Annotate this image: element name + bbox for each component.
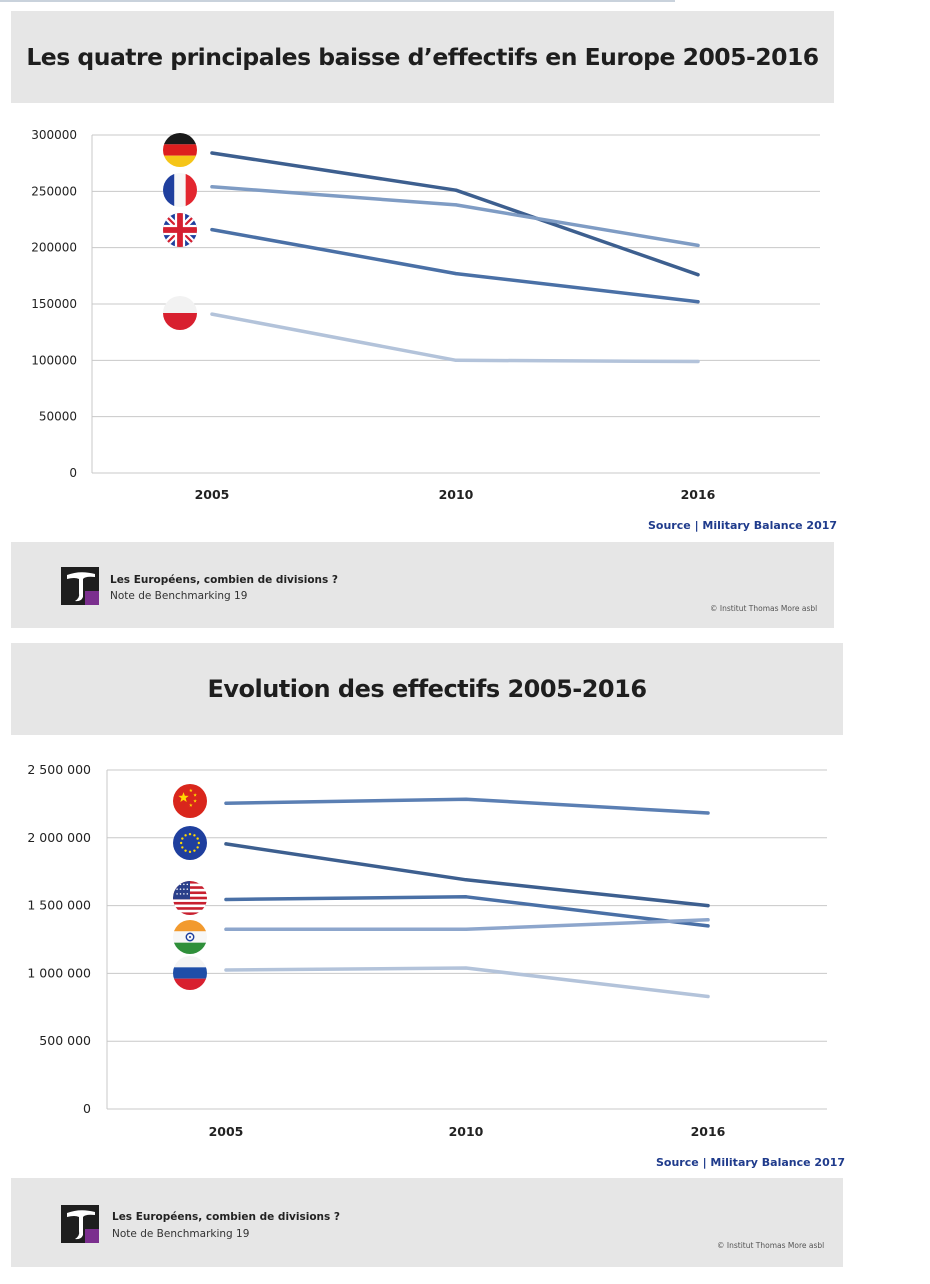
- chart-1-y-tick-label: 100000: [31, 353, 77, 367]
- chart-1-y-tick-label: 50000: [39, 410, 77, 424]
- chart-2-data-point: [224, 897, 228, 902]
- chart-1-data-point: [210, 228, 214, 232]
- chart-1-data-point: [696, 273, 700, 277]
- chart-1-footer: Les Européens, combien de divisions ? No…: [11, 542, 834, 628]
- chart-1-source-text: Military Balance 2017: [702, 519, 838, 532]
- chart-2-footer-subtitle: Note de Benchmarking 19: [112, 1228, 250, 1240]
- chart-2-svg: 0 500 000 1 000 000 1 500 000 2 000 000 2 500…: [27, 762, 827, 1139]
- chart-2-y-tick-label: 2 500 000: [27, 762, 91, 777]
- poland-flag-icon: [163, 296, 197, 330]
- chart-1-data-point: [454, 203, 458, 207]
- chart-1-x-tick-label: 2010: [439, 487, 474, 502]
- chart-1-series-line-uk: [210, 227, 700, 304]
- chart-1-title: Les quatre principales baisse d’effectif…: [26, 43, 819, 71]
- chart-1-data-point: [454, 271, 458, 276]
- chart-2-data-point: [706, 811, 710, 815]
- germany-flag-icon: [163, 133, 197, 167]
- chart-1-footer-title: Les Européens, combien de divisions ?: [110, 574, 339, 586]
- chart-2-series-line-china: [224, 797, 710, 815]
- chart-2-series-line-russia: [224, 966, 710, 999]
- chart-2-title: Evolution des effectifs 2005-2016: [207, 675, 647, 703]
- chart-2-y-tick-label: 1 500 000: [27, 898, 91, 913]
- chart-2-data-point: [464, 878, 468, 882]
- chart-2-data-point: [706, 904, 710, 908]
- chart-2-y-tick-label: 2 000 000: [27, 830, 91, 845]
- france-flag-icon: [163, 173, 197, 207]
- chart-1-data-point: [696, 243, 700, 248]
- chart-1-source: Source | Military Balance 2017: [648, 519, 837, 532]
- chart-1-y-tick-label: 0: [69, 466, 77, 480]
- chart-2-data-point: [706, 924, 710, 928]
- chart-2-title-band: Evolution des effectifs 2005-2016: [11, 643, 843, 735]
- chart-2-y-tick-label: 500 000: [39, 1033, 91, 1048]
- china-flag-icon: [173, 784, 207, 818]
- chart-2-y-tick-label: 0: [83, 1101, 91, 1116]
- chart-2-data-point: [706, 994, 710, 999]
- chart-2-x-tick-label: 2005: [209, 1124, 244, 1139]
- chart-1-copyright: © Institut Thomas More asbl: [710, 604, 818, 613]
- chart-2-series-line-india: [224, 918, 710, 932]
- chart-2-y-tick-label: 1 000 000: [27, 965, 91, 980]
- uk-flag-icon: [163, 213, 197, 247]
- chart-1-data-point: [696, 359, 700, 364]
- chart-1-x-tick-label: 2016: [681, 487, 716, 502]
- chart-1-x-tick-label: 2005: [195, 487, 230, 502]
- chart-1-svg: 0 50000 100000 150000 200000 250000 300000 2005…: [31, 128, 820, 502]
- institut-thomas-more-logo-icon: [61, 1205, 99, 1243]
- eu-flag-icon: [173, 826, 207, 860]
- chart-2-source-text: Military Balance 2017: [710, 1156, 846, 1169]
- chart-2-data-point: [464, 797, 468, 801]
- chart-2-source: Source | Military Balance 2017: [656, 1156, 845, 1169]
- chart-2-footer-title: Les Européens, combien de divisions ?: [112, 1211, 341, 1223]
- chart-2-source-separator: |: [702, 1156, 711, 1169]
- chart-1-data-point: [696, 300, 700, 304]
- chart-2-data-point: [464, 895, 468, 899]
- chart-1-data-point: [454, 358, 458, 362]
- chart-1-y-tick-label: 250000: [31, 184, 77, 198]
- chart-2-copyright: © Institut Thomas More asbl: [717, 1241, 825, 1250]
- chart-1-series-line-france: [210, 185, 700, 248]
- top-divider-line: [0, 0, 675, 2]
- chart-2-data-point: [224, 801, 228, 805]
- chart-1-source-label: Source: [648, 519, 691, 532]
- chart-2-x-tick-label: 2010: [449, 1124, 484, 1139]
- chart-1-data-point: [210, 185, 214, 189]
- chart-1-y-tick-label: 150000: [31, 297, 77, 311]
- chart-1-series-line-poland: [210, 312, 700, 364]
- usa-flag-icon: [173, 881, 207, 915]
- chart-1-data-point: [454, 188, 458, 192]
- chart-1-series-line-germany: [210, 151, 700, 277]
- russia-flag-icon: [173, 956, 207, 990]
- chart-2-footer: Les Européens, combien de divisions ? No…: [11, 1178, 843, 1267]
- chart-1-y-tick-label: 200000: [31, 241, 77, 255]
- institut-thomas-more-logo-icon: [61, 567, 99, 605]
- chart-2-x-tick-label: 2016: [691, 1124, 726, 1139]
- chart-1-title-band: Les quatre principales baisse d’effectif…: [11, 11, 834, 103]
- chart-2-data-point: [224, 927, 228, 931]
- chart-1-source-separator: |: [694, 519, 703, 532]
- chart-2-data-point: [224, 968, 228, 972]
- india-flag-icon: [173, 920, 207, 954]
- chart-2-data-point: [464, 927, 468, 931]
- chart-2-data-point: [464, 966, 468, 970]
- chart-1-y-tick-label: 300000: [31, 128, 77, 142]
- chart-1-data-point: [210, 312, 214, 316]
- chart-2-source-label: Source: [656, 1156, 699, 1169]
- chart-1-footer-subtitle: Note de Benchmarking 19: [110, 590, 248, 602]
- chart-1-data-point: [210, 151, 214, 155]
- chart-2-data-point: [706, 918, 710, 922]
- chart-2-data-point: [224, 842, 228, 846]
